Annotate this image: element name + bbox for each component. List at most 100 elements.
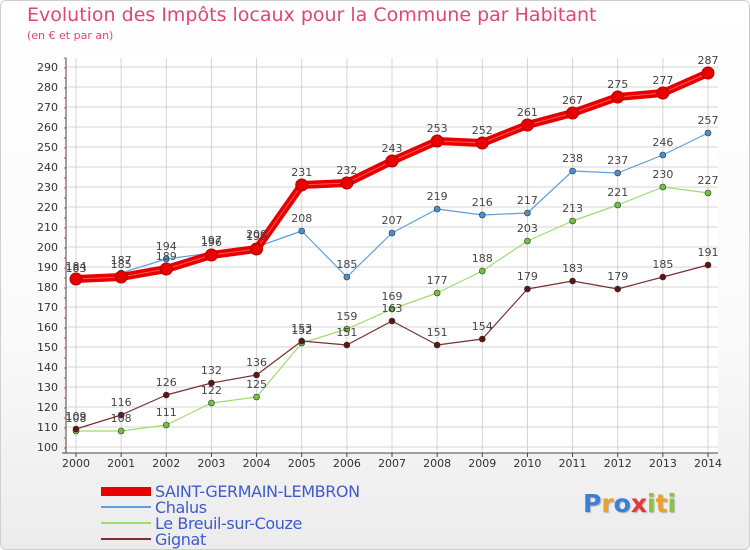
y-tick-label: 160	[37, 321, 58, 334]
data-point	[162, 391, 170, 399]
data-label: 197	[201, 234, 222, 247]
legend-label: Le Breuil-sur-Couze	[155, 514, 302, 533]
data-label: 253	[427, 122, 448, 135]
data-label: 183	[562, 262, 583, 275]
data-label: 219	[427, 190, 448, 203]
data-label: 169	[382, 290, 403, 303]
data-label: 221	[607, 186, 628, 199]
data-label: 136	[246, 356, 267, 369]
y-tick-label: 230	[37, 181, 58, 194]
data-label: 177	[427, 274, 448, 287]
data-point	[343, 273, 351, 281]
legend-label: SAINT-GERMAIN-LEMBRON	[155, 482, 360, 501]
data-point	[478, 335, 486, 343]
data-label: 159	[336, 310, 357, 323]
x-tick-label: 2004	[243, 457, 271, 470]
data-label: 154	[472, 320, 493, 333]
data-label: 232	[336, 164, 357, 177]
data-label: 199	[246, 230, 267, 243]
x-tick-label: 2006	[333, 457, 361, 470]
data-point	[569, 217, 576, 225]
data-label: 246	[652, 136, 673, 149]
legend-label: Chalus	[155, 498, 207, 517]
x-tick-label: 2013	[649, 457, 677, 470]
x-tick-label: 2002	[152, 457, 180, 470]
data-label: 203	[517, 222, 538, 235]
x-tick-label: 2005	[288, 457, 316, 470]
data-label: 237	[607, 154, 628, 167]
x-tick-label: 2003	[197, 457, 225, 470]
data-label: 179	[517, 270, 538, 283]
legend-swatch	[101, 506, 151, 508]
data-label: 267	[562, 94, 583, 107]
y-tick-label: 110	[37, 421, 58, 434]
data-point	[295, 178, 309, 192]
data-point	[614, 285, 622, 293]
data-label: 109	[66, 410, 87, 423]
data-point	[524, 237, 531, 245]
data-labels: 184 185 189 196 199 231 232 243 253 252 261 267 275 2…	[66, 54, 719, 425]
y-tick-label: 190	[37, 261, 58, 274]
series-gignat	[72, 261, 712, 433]
y-tick-label: 150	[37, 341, 58, 354]
data-point	[478, 267, 486, 275]
logo-letter: i	[667, 489, 677, 518]
data-label: 287	[698, 54, 719, 67]
x-tick-label: 2007	[378, 457, 406, 470]
data-point	[162, 255, 170, 263]
axes	[62, 57, 718, 457]
legend-swatch	[101, 522, 151, 524]
data-label: 151	[336, 326, 357, 339]
data-label: 196	[201, 236, 222, 249]
series-saint-germain-lembron	[69, 66, 715, 286]
data-point	[250, 242, 264, 256]
data-label: 243	[382, 142, 403, 155]
data-point	[162, 421, 170, 429]
y-tick-label: 270	[37, 101, 58, 114]
data-label: 122	[201, 384, 222, 397]
data-label: 277	[652, 74, 673, 87]
data-label: 231	[291, 166, 312, 179]
data-label: 152	[291, 324, 312, 337]
data-point	[475, 136, 489, 150]
data-point	[159, 262, 173, 276]
data-point	[524, 209, 531, 217]
y-tick-label: 220	[37, 201, 58, 214]
data-label: 108	[66, 412, 87, 425]
y-tick-label: 250	[37, 141, 58, 154]
data-point	[611, 90, 625, 104]
data-point	[569, 277, 576, 285]
y-tick-label: 280	[37, 81, 58, 94]
data-point	[566, 106, 580, 120]
data-point	[569, 167, 576, 175]
y-tick-label: 140	[37, 361, 58, 374]
data-point	[388, 229, 396, 237]
data-point	[520, 118, 534, 132]
x-tick-labels: 2000 2001 2002 2003 2004 2005 2006 2007 2008 2009…	[62, 457, 722, 470]
grid	[66, 58, 718, 453]
data-point	[478, 211, 486, 219]
data-point	[430, 134, 444, 148]
data-point	[385, 154, 399, 168]
data-point	[208, 379, 215, 387]
data-point	[298, 227, 306, 235]
data-label: 116	[111, 396, 132, 409]
data-point	[388, 317, 396, 325]
y-tick-label: 180	[37, 281, 58, 294]
data-point	[704, 189, 712, 197]
data-point	[704, 129, 712, 137]
data-label: 194	[156, 240, 177, 253]
x-tick-label: 2014	[694, 457, 722, 470]
data-point	[704, 261, 712, 269]
data-point	[343, 325, 351, 333]
data-label: 189	[156, 250, 177, 263]
logo-letter: P	[583, 489, 602, 518]
data-point	[659, 183, 667, 191]
data-point	[253, 371, 260, 379]
y-tick-label: 260	[37, 121, 58, 134]
data-label: 227	[698, 174, 719, 187]
y-tick-labels: 100 110 120 130 140 150 160 170 180 190 200 210 220 2…	[37, 61, 58, 454]
data-point	[298, 337, 306, 345]
data-point	[204, 248, 218, 262]
